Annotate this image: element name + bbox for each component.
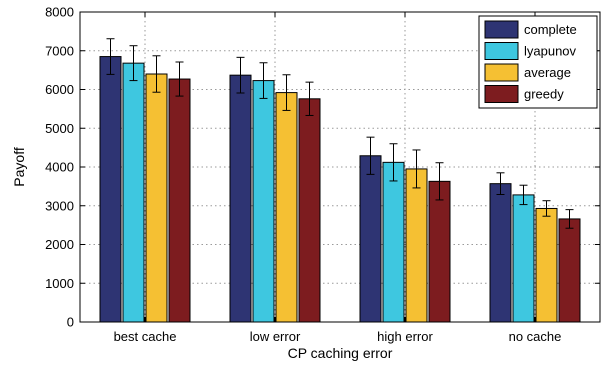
y-tick-label: 4000	[45, 160, 74, 175]
y-tick-label: 0	[67, 315, 74, 330]
bar-average	[275, 92, 298, 323]
bar-complete	[229, 74, 252, 323]
bar-lyapunov	[382, 161, 405, 323]
y-tick-label: 2000	[45, 237, 74, 252]
y-tick-label: 3000	[45, 198, 74, 213]
bar-complete	[489, 183, 512, 323]
bar-complete	[359, 155, 382, 323]
x-tick-label: no cache	[509, 329, 562, 344]
axis-ticks: 0 1000 2000 3000 4000 5000 6000 7000 8000 best ca…	[45, 5, 600, 344]
y-tick-label: 8000	[45, 5, 74, 20]
y-tick-label: 1000	[45, 276, 74, 291]
error-bars	[106, 38, 574, 229]
bar-average	[145, 73, 168, 323]
bar-complete	[99, 56, 122, 323]
y-axis-label: Payoff	[11, 147, 27, 187]
legend-label-average: average	[524, 65, 571, 80]
legend: complete lyapunov average greedy	[478, 15, 598, 109]
bar-greedy	[428, 180, 451, 323]
bar-greedy	[558, 218, 581, 323]
bar-average	[535, 207, 558, 323]
y-tick-label: 7000	[45, 43, 74, 58]
legend-swatch-complete	[484, 20, 519, 39]
legend-swatch-greedy	[484, 85, 519, 103]
bar-greedy	[298, 98, 321, 323]
bar-lyapunov	[252, 80, 275, 323]
y-tick-label: 6000	[45, 82, 74, 97]
y-tick-label: 5000	[45, 121, 74, 136]
x-tick-label: high error	[377, 329, 433, 344]
legend-label-greedy: greedy	[524, 87, 564, 102]
bars	[99, 56, 581, 323]
bar-average	[405, 168, 428, 323]
legend-swatch-average	[484, 63, 519, 82]
bar-lyapunov	[512, 194, 535, 323]
legend-label-lyapunov: lyapunov	[524, 44, 577, 59]
bar-greedy	[168, 78, 191, 323]
x-axis-label: CP caching error	[288, 345, 393, 361]
x-tick-label: best cache	[114, 329, 177, 344]
x-tick-label: low error	[250, 329, 301, 344]
bar-lyapunov	[122, 62, 145, 323]
legend-swatch-lyapunov	[484, 42, 519, 60]
legend-label-complete: complete	[524, 22, 577, 37]
